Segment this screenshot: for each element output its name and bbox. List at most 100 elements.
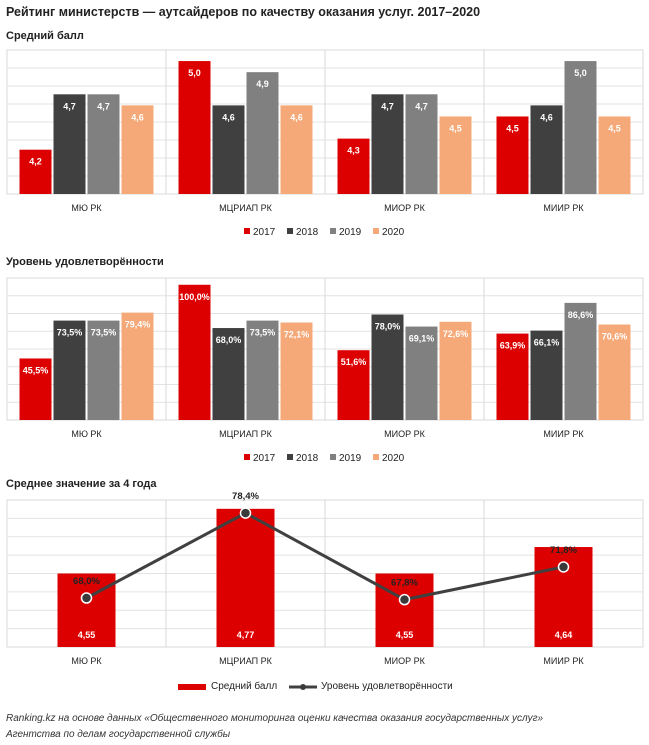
legend-swatch-2020 [373, 454, 379, 460]
data-label: 4,7 [381, 101, 394, 111]
bar-2020 [598, 324, 631, 420]
bar-2019 [87, 94, 120, 194]
data-label: 78,4% [232, 491, 259, 502]
legend-label-2020: 2020 [382, 227, 405, 238]
bar-2020 [439, 116, 472, 194]
bar-2020 [598, 116, 631, 194]
bar-2018 [530, 330, 563, 420]
data-label: 5,0 [574, 68, 587, 78]
data-label: 68,0% [73, 576, 100, 587]
satisfaction-point [80, 592, 93, 604]
bar-2019 [405, 326, 438, 420]
bar-2019 [564, 302, 597, 420]
legend-swatch-bar [178, 684, 206, 690]
bar-average-score [375, 573, 434, 647]
bar-2017 [337, 350, 370, 420]
satisfaction-point [398, 593, 411, 606]
bar-2018 [530, 105, 563, 194]
data-label: 4,5 [506, 123, 519, 133]
category-label: МИИР РК [543, 656, 584, 666]
legend-label-2019: 2019 [339, 453, 362, 464]
data-label: 73,5% [91, 328, 117, 338]
data-label: 66,1% [534, 338, 560, 348]
data-label: 72,1% [284, 329, 310, 339]
bar-2017 [337, 138, 370, 194]
satisfaction-point [239, 507, 252, 519]
data-label: 69,1% [409, 334, 435, 344]
data-label: 4,55 [78, 630, 96, 640]
data-label: 4,9 [256, 79, 269, 89]
bar-2017 [496, 333, 529, 420]
bar-2018 [212, 105, 245, 194]
data-label: 4,77 [237, 630, 255, 640]
data-label: 4,6 [540, 112, 553, 122]
legend-label-bar: Средний балл [211, 680, 277, 692]
data-label: 4,64 [555, 630, 573, 640]
bar-2017 [496, 116, 529, 194]
chart-title: Рейтинг министерств — аутсайдеров по кач… [6, 5, 481, 19]
legend-swatch-2017 [244, 228, 250, 234]
legend-swatch-2018 [287, 228, 293, 234]
data-label: 73,5% [57, 328, 83, 338]
legend-label-2018: 2018 [296, 227, 319, 238]
data-label: 71,8% [550, 545, 577, 556]
category-label: МИОР РК [384, 429, 425, 439]
data-label: 4,7 [415, 101, 428, 111]
bar-2018 [371, 314, 404, 420]
data-label: 86,6% [568, 310, 594, 320]
bar-2019 [405, 94, 438, 194]
legend-swatch-2019 [330, 454, 336, 460]
legend-swatch-line-marker [300, 684, 306, 690]
category-label: МЮ РК [71, 429, 102, 439]
bar-average-score [216, 508, 275, 647]
legend-swatch-2018 [287, 454, 293, 460]
bar-2017 [19, 358, 52, 420]
bar-2017 [19, 149, 52, 194]
satisfaction-line [85, 511, 564, 602]
category-label: МИИР РК [543, 429, 584, 439]
data-label: 72,6% [443, 329, 469, 339]
data-label: 4,2 [29, 157, 42, 167]
category-label: МИОР РК [384, 656, 425, 666]
bar-2018 [371, 94, 404, 194]
data-label: 4,6 [290, 112, 303, 122]
bar-2018 [212, 328, 245, 420]
data-label: 5,0 [188, 68, 201, 78]
data-label: 100,0% [179, 292, 210, 302]
legend-label-2018: 2018 [296, 453, 319, 464]
bar-2019 [246, 72, 279, 194]
data-label: 79,4% [125, 320, 151, 330]
data-label: 4,6 [131, 112, 144, 122]
legend-swatch-2019 [330, 228, 336, 234]
category-label: МИИР РК [543, 203, 584, 213]
legend-swatch-2020 [373, 228, 379, 234]
legend-label-line: Уровень удовлетворённости [321, 681, 453, 692]
data-label: 4,7 [63, 101, 76, 111]
bar-2018 [53, 94, 86, 194]
legend-label-2017: 2017 [253, 453, 276, 464]
bar-2020 [121, 105, 154, 194]
data-label: 45,5% [23, 365, 49, 375]
data-label: 4,6 [222, 112, 235, 122]
data-label: 4,5 [608, 123, 621, 133]
bar-2017 [178, 61, 211, 195]
data-label: 4,5 [449, 123, 462, 133]
bar-2017 [178, 284, 211, 420]
category-label: МЮ РК [71, 203, 102, 213]
data-label: 73,5% [250, 328, 276, 338]
satisfaction-point [557, 561, 570, 573]
data-label: 4,55 [396, 630, 414, 640]
bar-2019 [87, 320, 120, 420]
legend-label-2019: 2019 [339, 227, 362, 238]
footer-agency: Агентства по делам государственной служб… [6, 729, 231, 740]
panel3-title: Среднее значение за 4 года [6, 478, 157, 490]
data-label: 78,0% [375, 322, 401, 332]
category-label: МЦРИАП РК [219, 656, 273, 666]
bar-2018 [53, 320, 86, 420]
legend-label-2017: 2017 [253, 227, 276, 238]
category-label: МЦРИАП РК [219, 203, 273, 213]
category-label: МЦРИАП РК [219, 429, 273, 439]
footer-source: Ranking.kz на основе данных «Общественно… [6, 713, 544, 724]
legend-swatch-2017 [244, 454, 250, 460]
data-label: 68,0% [216, 335, 242, 345]
